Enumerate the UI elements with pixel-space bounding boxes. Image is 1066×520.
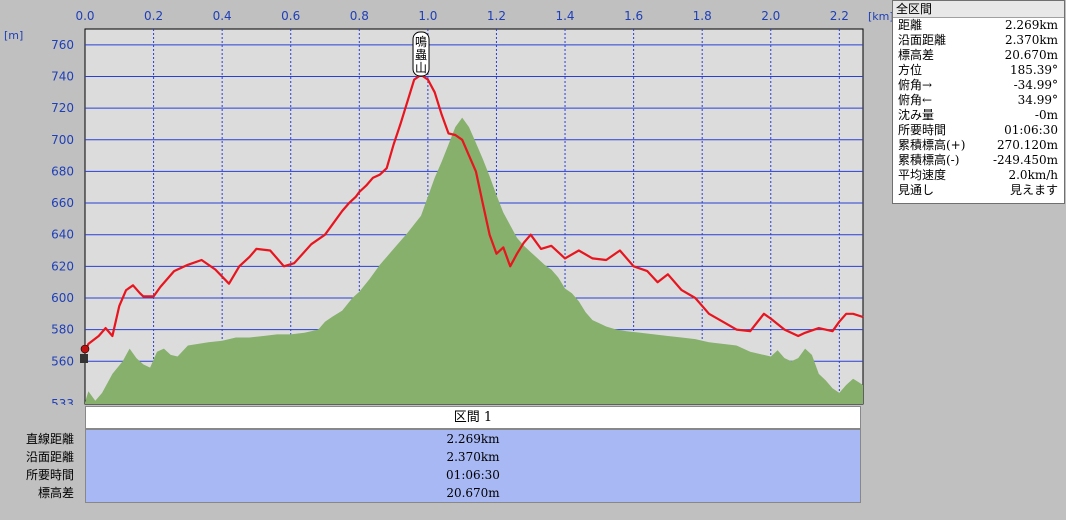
summary-row: 平均速度 2.0km/h <box>893 168 1064 183</box>
x-tick-label: 0.8 <box>350 9 369 23</box>
route-line <box>83 73 864 353</box>
x-tick-label: 1.0 <box>418 9 437 23</box>
y-tick-label: 533 <box>51 397 74 405</box>
summary-row: 俯角→ -34.99° <box>893 78 1064 93</box>
summary-value: -249.450m <box>992 153 1058 167</box>
y-tick-label: 600 <box>51 291 74 305</box>
summary-label: 沿面距離 <box>898 33 947 47</box>
section-value: 2.370km <box>446 450 500 464</box>
y-tick-label: 720 <box>51 101 74 115</box>
summary-value: -34.99° <box>1013 78 1058 92</box>
y-tick-label: 740 <box>51 69 74 83</box>
elevation-chart[interactable]: 0.0 0.2 0.4 0.6 0.8 1.0 1.2 1.4 1.6 1.8 2.0 2.2 760… <box>0 0 1066 405</box>
summary-row: 俯角← 34.99° <box>893 93 1064 108</box>
summary-value: 2.0km/h <box>1008 168 1058 182</box>
y-tick-label: 680 <box>51 164 74 178</box>
terrain-area-path <box>85 117 863 404</box>
route-line-path <box>83 73 864 353</box>
summary-label: 方位 <box>898 63 923 77</box>
summary-value: 01:06:30 <box>1004 123 1058 137</box>
summary-label: 標高差 <box>898 48 935 62</box>
x-tick-label: 0.0 <box>75 9 94 23</box>
terrain-area <box>85 117 863 404</box>
y-tick-label: 580 <box>51 323 74 337</box>
summary-value: 2.370km <box>1004 33 1058 47</box>
summary-panel: 全区間 距離 2.269km 沿面距離 2.370km 標高差 20.670m 方位 185.… <box>892 0 1065 204</box>
y-unit-label: [m] <box>4 29 23 42</box>
x-tick-label: 1.4 <box>555 9 574 23</box>
section-values: 2.269km 2.370km 01:06:30 20.670m <box>85 429 861 503</box>
summary-label: 見通し <box>898 183 935 197</box>
x-tick-label: 1.8 <box>693 9 712 23</box>
summary-value: 34.99° <box>1017 93 1058 107</box>
y-tick-label: 760 <box>51 38 74 52</box>
summary-value: 見えます <box>1009 183 1058 197</box>
section-labels: 直線距離沿面距離所要時間標高差 <box>0 430 80 502</box>
y-axis: 760 740 720 700 680 660 640 620 600 580 560 533 <box>51 38 74 405</box>
summary-row: 累積標高(+) 270.120m <box>893 138 1064 153</box>
x-tick-label: 0.2 <box>144 9 163 23</box>
summary-row: 見通し 見えます <box>893 183 1064 198</box>
x-unit-label: [km] <box>868 10 894 23</box>
summary-row: 標高差 20.670m <box>893 48 1064 63</box>
section-label: 所要時間 <box>25 468 74 482</box>
peak-marker: 鳴蟲山 <box>412 31 430 77</box>
section-value: 01:06:30 <box>446 468 500 482</box>
summary-value: -0m <box>1034 108 1058 122</box>
summary-row: 沈み量 -0m <box>893 108 1064 123</box>
y-tick-label: 620 <box>51 259 74 273</box>
y-tick-label: 700 <box>51 133 74 147</box>
summary-row: 沿面距離 2.370km <box>893 33 1064 48</box>
x-tick-label: 2.2 <box>830 9 849 23</box>
summary-row: 所要時間 01:06:30 <box>893 123 1064 138</box>
summary-label: 累積標高(+) <box>898 138 966 152</box>
summary-label: 沈み量 <box>898 108 935 122</box>
summary-label: 累積標高(-) <box>898 153 960 167</box>
x-tick-label: 0.4 <box>213 9 232 23</box>
start-marker-icon <box>80 344 90 363</box>
summary-label: 所要時間 <box>898 123 947 137</box>
summary-label: 俯角→ <box>898 78 933 92</box>
section-label: 直線距離 <box>25 432 74 446</box>
x-tick-label: 1.2 <box>487 9 506 23</box>
summary-row: 方位 185.39° <box>893 63 1064 78</box>
peak-label: 鳴蟲山 <box>415 35 427 75</box>
summary-row: 距離 2.269km <box>893 18 1064 33</box>
y-tick-label: 660 <box>51 196 74 210</box>
summary-row: 累積標高(-) -249.450m <box>893 153 1064 168</box>
summary-value: 20.670m <box>1004 48 1058 62</box>
x-tick-label: 0.6 <box>281 9 300 23</box>
section-label: 沿面距離 <box>25 450 74 464</box>
y-tick-label: 640 <box>51 228 74 242</box>
summary-label: 俯角← <box>898 93 933 107</box>
section-header[interactable]: 区間 1 <box>85 406 861 429</box>
x-axis: 0.0 0.2 0.4 0.6 0.8 1.0 1.2 1.4 1.6 1.8 2.0 2.2 <box>75 9 848 23</box>
summary-rows: 距離 2.269km 沿面距離 2.370km 標高差 20.670m 方位 185.39° 俯… <box>893 18 1064 198</box>
section-value: 20.670m <box>446 486 500 500</box>
summary-label: 平均速度 <box>898 168 947 182</box>
summary-value: 270.120m <box>996 138 1058 152</box>
summary-title: 全区間 <box>893 1 1064 18</box>
section-label: 標高差 <box>37 486 74 500</box>
peak-label-box <box>412 31 430 77</box>
y-tick-label: 560 <box>51 354 74 368</box>
summary-value: 2.269km <box>1004 18 1058 32</box>
x-tick-label: 1.6 <box>624 9 643 23</box>
summary-label: 距離 <box>898 18 923 32</box>
x-tick-label: 2.0 <box>761 9 780 23</box>
summary-value: 185.39° <box>1010 63 1058 77</box>
section-value: 2.269km <box>446 432 500 446</box>
